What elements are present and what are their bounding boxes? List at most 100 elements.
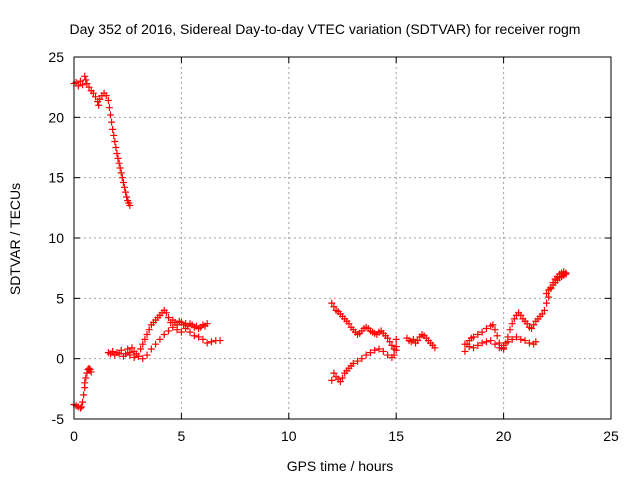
data-point — [510, 315, 518, 323]
data-point — [517, 311, 525, 319]
data-point — [358, 355, 366, 363]
data-point — [532, 338, 540, 346]
data-point — [116, 164, 124, 172]
data-point — [80, 391, 88, 399]
data-point — [124, 345, 132, 353]
data-point — [119, 178, 127, 186]
data-point — [349, 359, 357, 367]
data-point — [482, 325, 490, 332]
x-tick-label: 10 — [281, 428, 297, 444]
data-point — [117, 169, 125, 177]
data-point — [76, 404, 84, 412]
data-point — [414, 337, 422, 345]
data-point — [134, 352, 142, 360]
y-tick-label: 20 — [48, 109, 64, 125]
data-point — [152, 340, 160, 348]
data-point — [96, 95, 104, 103]
data-point — [110, 131, 118, 139]
y-axis-label: SDTVAR / TECUs — [7, 183, 23, 295]
data-point — [388, 341, 396, 349]
data-point — [102, 92, 110, 100]
data-point — [345, 320, 353, 328]
x-tick-label: 0 — [70, 428, 78, 444]
data-point — [530, 321, 538, 329]
data-point — [112, 144, 120, 151]
data-point — [330, 303, 338, 311]
plot-frame — [73, 56, 612, 420]
data-point — [105, 104, 113, 112]
data-point — [470, 333, 478, 341]
x-axis-label: GPS time / hours — [287, 458, 394, 474]
x-tick-label: 5 — [178, 428, 186, 444]
x-tick-label: 25 — [603, 428, 619, 444]
data-point — [137, 345, 145, 353]
data-point — [173, 326, 181, 334]
data-point — [89, 89, 97, 97]
data-point — [123, 193, 131, 201]
data-point — [521, 337, 529, 345]
data-point — [504, 333, 512, 341]
data-point — [160, 331, 168, 339]
data-point — [109, 347, 117, 355]
series-arc-7-lower — [543, 269, 570, 298]
data-point — [82, 374, 90, 382]
data-point — [85, 83, 93, 91]
data-point — [145, 326, 153, 334]
data-point — [199, 335, 207, 343]
data-points — [70, 72, 570, 412]
data-point — [107, 111, 115, 119]
data-point — [362, 351, 370, 359]
data-point — [207, 338, 215, 346]
data-point — [493, 332, 501, 340]
data-point — [82, 76, 90, 84]
data-point — [128, 344, 136, 352]
data-point — [143, 331, 151, 339]
data-point — [508, 320, 516, 328]
data-point — [465, 343, 473, 351]
data-point — [216, 337, 224, 345]
data-point — [339, 374, 346, 382]
data-point — [122, 188, 130, 196]
data-point — [109, 125, 117, 133]
grid-lines — [74, 57, 611, 419]
data-point — [78, 403, 86, 411]
data-point — [491, 326, 499, 334]
data-point — [386, 338, 394, 346]
data-point — [354, 357, 362, 365]
data-point — [115, 350, 123, 358]
data-point — [461, 347, 469, 355]
data-point — [379, 347, 387, 355]
axis-ticks: 0 5 10 15 20 25 -5 0 5 10 15 20 25 — [48, 49, 619, 444]
data-point — [81, 379, 89, 387]
y-tick-label: -5 — [52, 411, 65, 427]
data-point — [190, 332, 198, 340]
data-point — [165, 314, 173, 322]
data-point — [491, 340, 499, 348]
series-arc-4 — [328, 299, 400, 354]
data-point — [478, 328, 486, 336]
data-point — [390, 351, 398, 359]
data-point — [328, 299, 336, 307]
data-point — [540, 306, 548, 314]
y-tick-label: 25 — [48, 49, 64, 65]
data-point — [562, 269, 570, 277]
data-point — [203, 339, 211, 347]
data-point — [366, 349, 374, 357]
series-arc-5 — [403, 331, 439, 352]
data-point — [182, 325, 190, 332]
data-point — [118, 174, 126, 182]
data-point — [156, 335, 164, 343]
data-point — [375, 345, 383, 353]
data-point — [474, 341, 482, 349]
data-point — [120, 183, 128, 191]
data-point — [478, 339, 486, 347]
data-point — [500, 344, 508, 352]
data-point — [482, 338, 490, 346]
data-point — [528, 325, 536, 332]
data-point — [104, 96, 112, 104]
data-point — [330, 369, 338, 377]
data-point — [489, 321, 497, 329]
data-point — [139, 340, 147, 348]
series-arc-4-lower — [328, 335, 400, 386]
data-point — [126, 351, 134, 359]
